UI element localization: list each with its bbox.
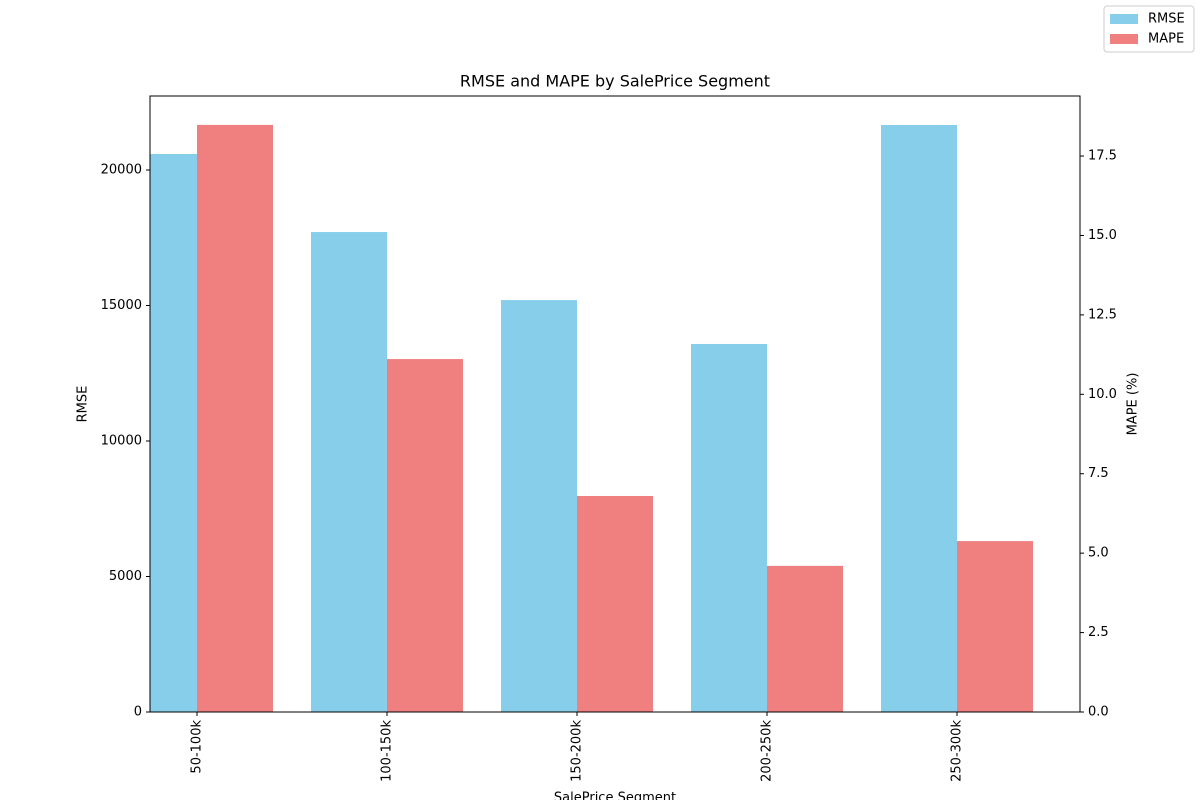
y2-tick-label: 0.0 [1088,705,1109,720]
y2-tick-label: 12.5 [1088,307,1117,322]
y2-axis-label: MAPE (%) [1126,373,1141,436]
bar [881,124,957,712]
y2-tick-label: 7.5 [1088,466,1109,481]
y2-tick-label: 2.5 [1088,625,1109,640]
x-axis-label: SalePrice Segment [554,791,676,800]
bar [150,153,197,712]
y-axis-label: RMSE [76,386,91,423]
bar [501,300,577,712]
bar [387,359,463,712]
y-tick-label: 5000 [109,569,142,584]
y2-tick-label: 10.0 [1088,387,1117,402]
y-tick-label: 10000 [101,433,142,448]
axes-frame [149,95,1081,713]
bar [311,232,387,712]
y-tick-label: 15000 [101,298,142,313]
bar [691,343,767,712]
bar [767,565,843,712]
y2-tick-label: 15.0 [1088,228,1117,243]
bar [197,124,273,712]
x-tick-label: 250-300k [950,720,965,782]
y2-tick-label: 5.0 [1088,546,1109,561]
legend-swatch [1110,34,1138,44]
legend-swatch [1110,14,1138,24]
legend-label: MAPE [1148,32,1184,47]
plot-area [150,124,1033,712]
y-tick-label: 0 [134,705,142,720]
x-tick-label: 200-250k [760,720,775,782]
legend-label: RMSE [1148,12,1185,27]
x-tick-label: 150-200k [570,720,585,782]
bar [577,495,653,712]
x-tick-label: 50-100k [190,720,205,774]
bar [957,541,1033,712]
x-tick-label: 100-150k [380,720,395,782]
y2-tick-label: 17.5 [1088,149,1117,164]
y-tick-label: 20000 [101,162,142,177]
chart-title: RMSE and MAPE by SalePrice Segment [460,72,770,91]
